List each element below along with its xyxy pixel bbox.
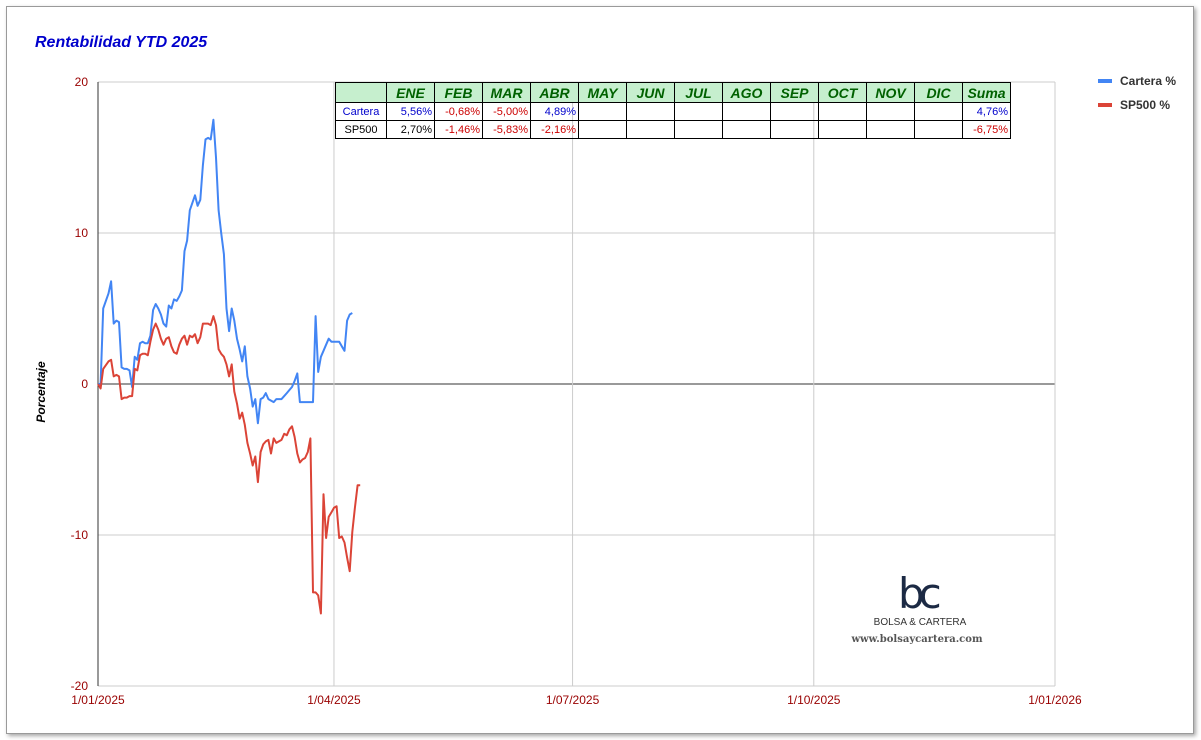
x-tick-label: 1/04/2025 <box>307 693 361 707</box>
y-ticks: 20 10 0 -10 -20 <box>71 75 89 693</box>
table-header-cell: JUL <box>674 82 723 103</box>
table-cell: -0,68% <box>434 102 483 121</box>
table-cell: -5,83% <box>482 120 531 139</box>
watermark-logo: bc <box>898 569 940 618</box>
series-line-sp500 <box>97 315 361 615</box>
table-cell <box>818 102 867 121</box>
table-cell: 5,56% <box>386 102 435 121</box>
table-cell <box>722 102 771 121</box>
table-cell <box>770 102 819 121</box>
table-cell <box>626 102 675 121</box>
table-header-cell: Suma <box>962 82 1011 103</box>
table-header-cell: MAY <box>578 82 627 103</box>
table-row: Cartera 5,56% -0,68% -5,00% 4,89% 4,76% <box>335 102 1011 121</box>
legend-label: SP500 % <box>1120 98 1170 112</box>
table-row-label: SP500 <box>335 120 387 139</box>
table-cell <box>674 120 723 139</box>
table-cell: 4,89% <box>530 102 579 121</box>
series-line-cartera <box>98 118 353 425</box>
table-cell <box>818 120 867 139</box>
chart-title: Rentabilidad YTD 2025 <box>35 34 208 51</box>
table-header-cell: JUN <box>626 82 675 103</box>
y-tick-label: -20 <box>71 679 89 693</box>
legend: Cartera % SP500 % <box>1098 74 1176 112</box>
table-header-cell: ABR <box>530 82 579 103</box>
table-cell: 2,70% <box>386 120 435 139</box>
table-header-cell: SEP <box>770 82 819 103</box>
table-cell <box>914 102 963 121</box>
table-cell <box>626 120 675 139</box>
grid <box>97 81 1056 687</box>
y-axis-label: Porcentaje <box>34 361 48 423</box>
table-cell <box>866 102 915 121</box>
table-header-row: ENE FEB MAR ABR MAY JUN JUL AGO SEP OCT NOV DIC Suma <box>335 82 1011 103</box>
table-cell: 4,76% <box>962 102 1011 121</box>
table-cell <box>674 102 723 121</box>
table-row: SP500 2,70% -1,46% -5,83% -2,16% -6,75% <box>335 120 1011 139</box>
series-group <box>97 118 361 615</box>
y-tick-label: 0 <box>81 377 88 391</box>
table-cell <box>914 120 963 139</box>
table-cell <box>770 120 819 139</box>
x-tick-label: 1/01/2025 <box>71 693 125 707</box>
table-cell <box>866 120 915 139</box>
x-tick-label: 1/01/2026 <box>1028 693 1082 707</box>
watermark: bc BOLSA & CARTERA www.bolsaycartera.com <box>850 569 982 645</box>
table-cell: -5,00% <box>482 102 531 121</box>
monthly-returns-table: ENE FEB MAR ABR MAY JUN JUL AGO SEP OCT NOV DIC Suma… <box>335 82 1011 139</box>
x-tick-label: 1/10/2025 <box>787 693 841 707</box>
table-corner <box>335 82 387 103</box>
x-tick-label: 1/07/2025 <box>546 693 600 707</box>
table-cell <box>578 102 627 121</box>
y-tick-label: 20 <box>75 75 89 89</box>
table-header-cell: DIC <box>914 82 963 103</box>
table-cell: -1,46% <box>434 120 483 139</box>
table-header-cell: FEB <box>434 82 483 103</box>
table-header-cell: OCT <box>818 82 867 103</box>
watermark-name: BOLSA & CARTERA <box>874 617 967 628</box>
table-header-cell: NOV <box>866 82 915 103</box>
table-body: Cartera 5,56% -0,68% -5,00% 4,89% 4,76% SP500 2… <box>335 102 1011 139</box>
y-tick-label: 10 <box>75 226 89 240</box>
watermark-url: www.bolsaycartera.com <box>850 634 982 645</box>
table-header-cell: MAR <box>482 82 531 103</box>
table-row-label: Cartera <box>335 102 387 121</box>
x-ticks: 1/01/2025 1/04/2025 1/07/2025 1/10/2025 1/01… <box>71 693 1082 707</box>
table-header-cell: AGO <box>722 82 771 103</box>
table-header-cell: ENE <box>386 82 435 103</box>
y-tick-label: -10 <box>71 528 89 542</box>
table-cell <box>578 120 627 139</box>
legend-label: Cartera % <box>1120 74 1176 88</box>
table-cell: -2,16% <box>530 120 579 139</box>
table-cell: -6,75% <box>962 120 1011 139</box>
table-cell <box>722 120 771 139</box>
